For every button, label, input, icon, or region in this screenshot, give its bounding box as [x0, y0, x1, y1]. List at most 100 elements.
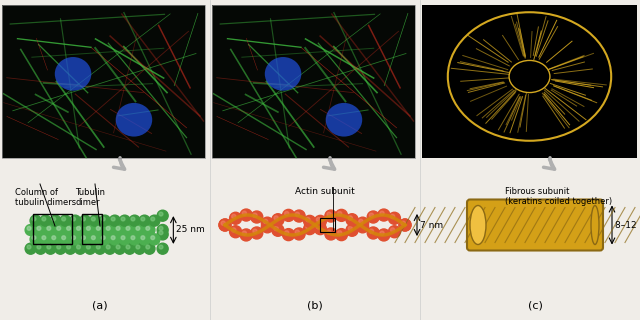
Circle shape: [134, 243, 145, 254]
Circle shape: [261, 221, 273, 233]
Circle shape: [72, 236, 76, 240]
Circle shape: [378, 229, 390, 241]
Circle shape: [159, 245, 163, 249]
Circle shape: [119, 234, 130, 245]
Bar: [320, 218, 335, 232]
Circle shape: [129, 215, 140, 226]
Circle shape: [253, 229, 257, 233]
Circle shape: [149, 215, 160, 226]
Circle shape: [52, 217, 56, 221]
Text: 25 nm: 25 nm: [177, 226, 205, 235]
Circle shape: [126, 245, 130, 249]
Ellipse shape: [509, 60, 550, 92]
Circle shape: [221, 221, 225, 225]
Circle shape: [92, 217, 95, 221]
Circle shape: [60, 215, 71, 226]
Circle shape: [32, 217, 36, 221]
Ellipse shape: [116, 103, 152, 137]
Circle shape: [65, 225, 76, 236]
Circle shape: [104, 225, 115, 236]
Circle shape: [146, 245, 150, 249]
Circle shape: [131, 217, 135, 221]
Circle shape: [35, 243, 46, 254]
Circle shape: [293, 228, 305, 240]
Circle shape: [50, 215, 61, 226]
Circle shape: [144, 225, 155, 236]
Ellipse shape: [591, 205, 599, 244]
Circle shape: [378, 209, 390, 221]
Circle shape: [32, 236, 36, 240]
Circle shape: [159, 227, 163, 230]
Circle shape: [240, 209, 252, 221]
Text: 7 nm: 7 nm: [420, 220, 443, 229]
Circle shape: [55, 225, 66, 236]
Circle shape: [67, 227, 70, 230]
Bar: [212, 5, 415, 158]
Circle shape: [369, 213, 374, 217]
Circle shape: [109, 215, 120, 226]
Circle shape: [348, 216, 353, 220]
Circle shape: [274, 216, 278, 220]
Circle shape: [25, 225, 36, 236]
Text: Column of
tubulin dimers: Column of tubulin dimers: [15, 188, 76, 207]
Circle shape: [219, 219, 231, 231]
Circle shape: [151, 217, 155, 221]
Circle shape: [97, 245, 100, 249]
Circle shape: [79, 234, 91, 245]
Circle shape: [111, 217, 115, 221]
Circle shape: [40, 234, 51, 245]
Circle shape: [388, 212, 401, 224]
Text: Tubulin
dimer: Tubulin dimer: [75, 188, 105, 207]
Circle shape: [111, 236, 115, 240]
Circle shape: [25, 243, 36, 254]
Text: (b): (b): [307, 300, 323, 310]
Circle shape: [136, 245, 140, 249]
Circle shape: [141, 217, 145, 221]
Circle shape: [359, 223, 363, 227]
Circle shape: [99, 215, 110, 226]
Circle shape: [52, 236, 56, 240]
Circle shape: [230, 226, 241, 238]
Circle shape: [42, 217, 46, 221]
Circle shape: [101, 217, 105, 221]
Circle shape: [367, 211, 380, 223]
Circle shape: [219, 219, 231, 231]
Circle shape: [356, 217, 369, 229]
Circle shape: [401, 221, 405, 225]
Circle shape: [90, 215, 100, 226]
Circle shape: [134, 225, 145, 236]
Circle shape: [335, 209, 348, 221]
Circle shape: [316, 218, 321, 222]
Circle shape: [327, 230, 331, 234]
Circle shape: [230, 212, 241, 224]
Circle shape: [306, 218, 310, 222]
Circle shape: [346, 224, 358, 236]
Circle shape: [251, 211, 263, 223]
Circle shape: [139, 234, 150, 245]
Circle shape: [240, 229, 252, 241]
Circle shape: [75, 225, 86, 236]
Circle shape: [274, 226, 278, 231]
Circle shape: [325, 228, 337, 240]
Circle shape: [380, 231, 384, 235]
Circle shape: [359, 219, 363, 223]
Circle shape: [86, 245, 90, 249]
Circle shape: [79, 215, 91, 226]
Ellipse shape: [470, 205, 486, 244]
Circle shape: [45, 243, 56, 254]
Circle shape: [264, 219, 268, 223]
Circle shape: [159, 231, 163, 235]
Circle shape: [316, 225, 321, 229]
Circle shape: [369, 229, 374, 233]
Circle shape: [388, 226, 401, 238]
Text: 8–12 nm: 8–12 nm: [615, 220, 640, 229]
Circle shape: [295, 212, 300, 216]
Circle shape: [131, 236, 135, 240]
Circle shape: [104, 243, 115, 254]
Circle shape: [399, 219, 411, 231]
Circle shape: [86, 227, 90, 230]
Circle shape: [106, 227, 110, 230]
Bar: [2, 5, 205, 158]
Circle shape: [95, 225, 106, 236]
Circle shape: [124, 243, 135, 254]
